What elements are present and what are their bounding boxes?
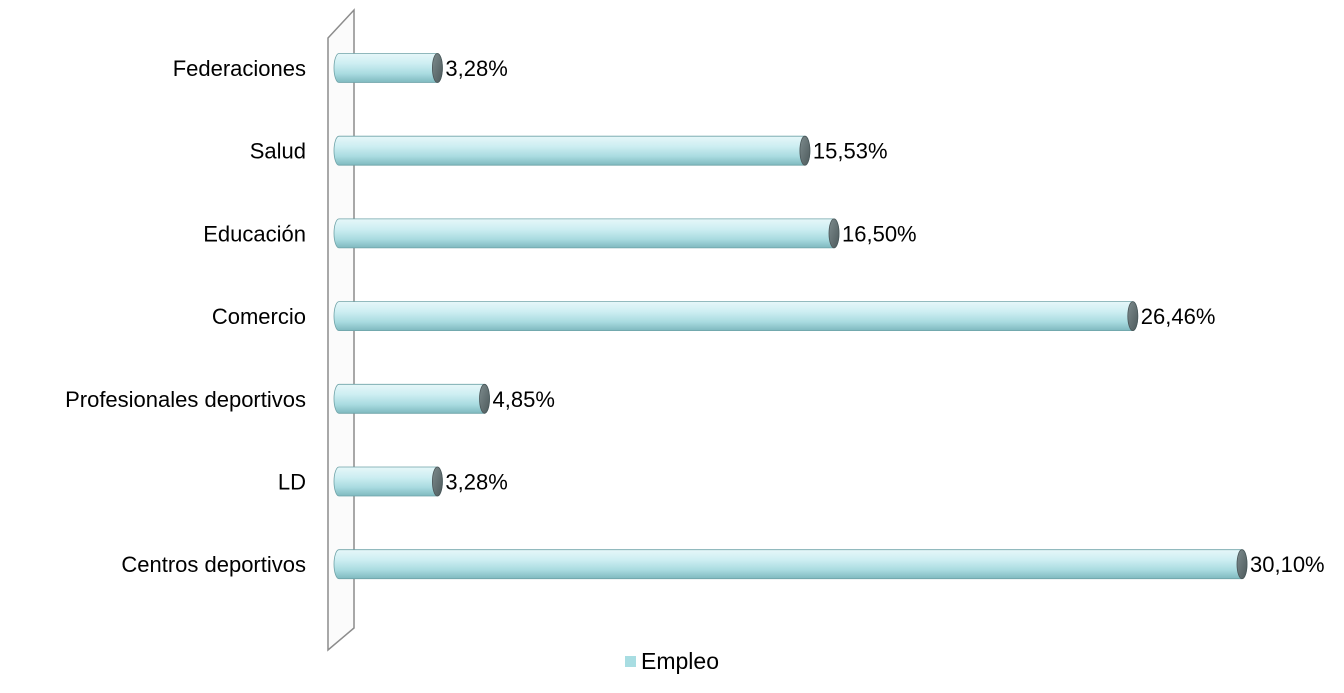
bar-cap-comercio [1127,301,1139,332]
category-labels: Federaciones Salud Educación Comercio Profes… [65,56,306,577]
bar-cap-educacion [828,218,840,249]
bar-comercio [333,301,1139,331]
category-label-salud: Salud [250,139,306,164]
bar-salud [333,135,811,166]
bar-cap-profesionales-deportivos [479,383,490,414]
category-label-ld: LD [278,470,306,495]
value-label-centros-deportivos: 30,10% [1250,552,1325,577]
value-label-ld: 3,28% [445,470,507,495]
legend-swatch [625,656,636,667]
bar-ld [333,466,443,497]
bar-cap-federaciones [431,53,443,83]
bar-cap-ld [431,466,443,497]
bar-centros-deportivos [333,549,1248,580]
bar-cap-salud [799,135,811,166]
category-label-educacion: Educación [203,221,306,246]
bar-educacion [333,218,840,249]
value-label-salud: 15,53% [813,139,888,164]
legend-label: Empleo [641,648,719,674]
value-labels: 3,28% 15,53% 16,50% 26,46% 4,85% 3,28% 30,10% [445,56,1324,577]
value-label-federaciones: 3,28% [445,56,507,81]
category-label-comercio: Comercio [212,304,306,329]
category-label-federaciones: Federaciones [173,56,306,81]
bars-group [333,53,1248,580]
category-label-centros-deportivos: Centros deportivos [121,552,306,577]
bar-cap-centros-deportivos [1236,549,1248,580]
legend: Empleo [0,648,1344,675]
bar-federaciones [333,53,443,83]
category-label-profesionales-deportivos: Profesionales deportivos [65,387,306,412]
bar-profesionales-deportivos [333,383,490,414]
value-label-profesionales-deportivos: 4,85% [493,387,555,412]
value-label-educacion: 16,50% [842,221,917,246]
value-label-comercio: 26,46% [1141,304,1216,329]
